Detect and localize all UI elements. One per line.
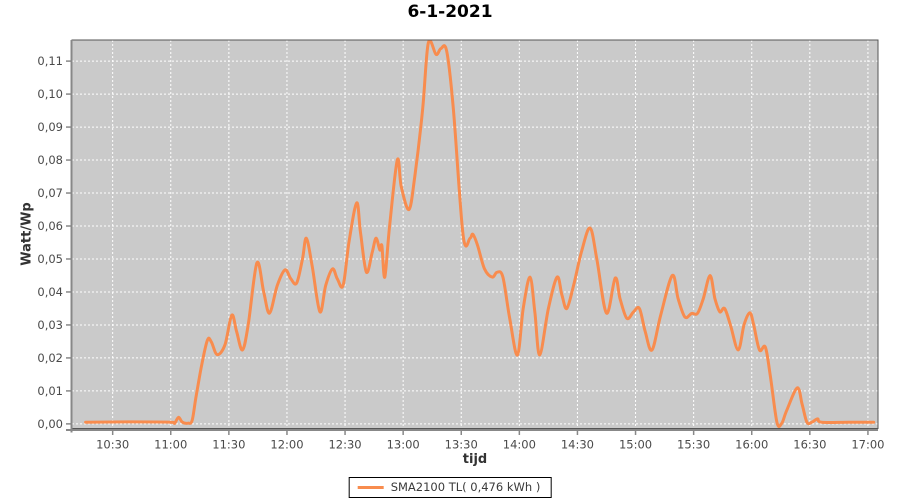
x-tick-label: 14:30 [561,438,594,452]
y-tick-label: 0,08 [37,153,63,167]
x-tick-label: 12:00 [270,438,303,452]
x-axis-label: tijd [462,452,488,467]
series-line [84,40,876,429]
x-tick-label: 13:30 [445,438,478,452]
y-tick-label: 0,01 [37,384,63,398]
y-tick-label: 0,00 [37,417,63,431]
y-tick-label: 0,04 [37,285,63,299]
x-tick-label: 15:00 [619,438,652,452]
chart-title: 6-1-2021 [407,2,493,22]
x-tick-label: 13:00 [387,438,420,452]
x-tick-label: 12:30 [328,438,361,452]
x-tick-label: 17:00 [851,438,884,452]
y-tick-label: 0,07 [37,186,63,200]
y-tick-label: 0,05 [37,252,63,266]
y-tick-label: 0,10 [37,87,63,101]
x-tick-label: 16:30 [793,438,826,452]
legend: SMA2100 TL( 0,476 kWh ) [348,477,552,498]
y-tick-label: 0,11 [37,54,63,68]
y-tick-label: 0,06 [37,219,63,233]
y-tick-label: 0,03 [37,318,63,332]
x-tick-label: 10:30 [96,438,129,452]
y-tick-label: 0,02 [37,351,63,365]
legend-line-swatch [357,485,384,489]
x-tick-label: 11:00 [154,438,187,452]
y-tick-label: 0,09 [37,120,63,134]
plot-background [72,40,878,429]
x-tick-label: 15:30 [677,438,710,452]
x-tick-label: 14:00 [503,438,536,452]
x-tick-label: 16:00 [735,438,768,452]
x-tick-label: 11:30 [212,438,245,452]
legend-label: SMA2100 TL( 0,476 kWh ) [390,480,541,494]
y-axis-label: Watt/Wp [19,202,35,266]
